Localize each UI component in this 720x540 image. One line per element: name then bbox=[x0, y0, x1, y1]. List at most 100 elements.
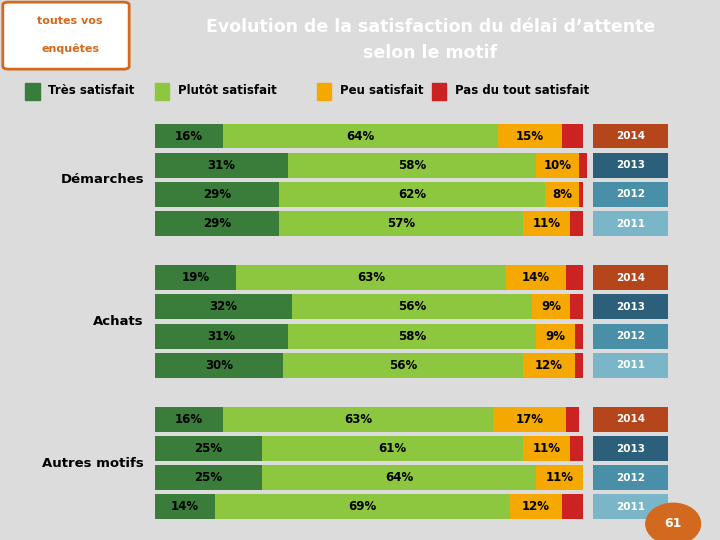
Text: Autres motifs: Autres motifs bbox=[42, 457, 144, 470]
Text: 2013: 2013 bbox=[616, 160, 645, 170]
Bar bbox=[287, 323, 536, 348]
Text: 2012: 2012 bbox=[616, 190, 645, 199]
Text: 56%: 56% bbox=[389, 359, 418, 372]
Bar bbox=[155, 153, 287, 178]
Bar bbox=[536, 465, 583, 490]
Text: 61: 61 bbox=[665, 517, 682, 530]
Text: toutes vos: toutes vos bbox=[37, 16, 103, 26]
Bar bbox=[536, 153, 579, 178]
Bar bbox=[155, 124, 223, 149]
Bar bbox=[532, 294, 570, 319]
Bar bbox=[279, 182, 544, 207]
Text: Pas du tout satisfait: Pas du tout satisfait bbox=[455, 84, 589, 97]
Text: 12%: 12% bbox=[535, 359, 563, 372]
Text: 69%: 69% bbox=[348, 501, 377, 514]
Text: 31%: 31% bbox=[207, 159, 235, 172]
Text: 58%: 58% bbox=[397, 159, 426, 172]
Bar bbox=[570, 211, 583, 236]
Bar bbox=[575, 323, 583, 348]
Text: 2013: 2013 bbox=[616, 302, 645, 312]
Bar bbox=[562, 124, 583, 149]
Text: 25%: 25% bbox=[194, 471, 222, 484]
Text: 11%: 11% bbox=[533, 442, 561, 455]
Bar bbox=[317, 83, 331, 100]
Bar bbox=[570, 294, 583, 319]
Bar bbox=[155, 294, 292, 319]
Text: 56%: 56% bbox=[397, 300, 426, 313]
Bar bbox=[510, 495, 562, 519]
Text: 64%: 64% bbox=[385, 471, 413, 484]
Text: Achats: Achats bbox=[94, 315, 144, 328]
Bar bbox=[155, 323, 287, 348]
Bar bbox=[498, 124, 562, 149]
Bar bbox=[223, 407, 493, 432]
Bar bbox=[155, 495, 215, 519]
Text: Evolution de la satisfaction du délai d’attente: Evolution de la satisfaction du délai d’… bbox=[206, 18, 654, 36]
Bar bbox=[593, 407, 668, 432]
Text: 19%: 19% bbox=[181, 271, 210, 284]
Bar bbox=[155, 436, 262, 461]
Bar bbox=[544, 182, 579, 207]
Text: 63%: 63% bbox=[344, 413, 372, 426]
Bar bbox=[593, 465, 668, 490]
Text: 2014: 2014 bbox=[616, 273, 645, 283]
Text: 32%: 32% bbox=[210, 300, 238, 313]
Bar bbox=[593, 495, 668, 519]
Text: 9%: 9% bbox=[541, 300, 561, 313]
Text: selon le motif: selon le motif bbox=[363, 44, 498, 63]
Bar bbox=[566, 407, 579, 432]
Text: 62%: 62% bbox=[397, 188, 426, 201]
Text: 2012: 2012 bbox=[616, 472, 645, 483]
Bar bbox=[593, 153, 668, 178]
Text: enquêtes: enquêtes bbox=[41, 43, 99, 53]
Text: Très satisfait: Très satisfait bbox=[48, 84, 135, 97]
Bar bbox=[593, 182, 668, 207]
Bar bbox=[566, 265, 583, 290]
Bar bbox=[223, 124, 498, 149]
Bar bbox=[523, 211, 570, 236]
Text: Plutôt satisfait: Plutôt satisfait bbox=[178, 84, 276, 97]
Bar bbox=[155, 353, 284, 377]
Bar bbox=[262, 436, 523, 461]
Text: 2013: 2013 bbox=[616, 443, 645, 454]
Bar bbox=[287, 153, 536, 178]
Bar bbox=[593, 294, 668, 319]
Bar bbox=[523, 353, 575, 377]
Bar bbox=[493, 407, 566, 432]
Bar bbox=[292, 294, 532, 319]
Bar bbox=[506, 265, 566, 290]
Text: 2011: 2011 bbox=[616, 360, 645, 370]
Text: 30%: 30% bbox=[205, 359, 233, 372]
Text: 63%: 63% bbox=[357, 271, 385, 284]
Bar bbox=[575, 353, 583, 377]
Text: 16%: 16% bbox=[175, 413, 203, 426]
Bar bbox=[536, 323, 575, 348]
Text: 16%: 16% bbox=[175, 130, 203, 143]
Bar bbox=[155, 465, 262, 490]
Bar bbox=[593, 265, 668, 290]
Text: 2014: 2014 bbox=[616, 131, 645, 141]
Bar bbox=[155, 83, 169, 100]
Text: Peu satisfait: Peu satisfait bbox=[340, 84, 423, 97]
Bar bbox=[570, 436, 583, 461]
Text: 57%: 57% bbox=[387, 217, 415, 230]
Text: 2012: 2012 bbox=[616, 331, 645, 341]
Bar bbox=[593, 323, 668, 348]
Text: 14%: 14% bbox=[171, 501, 199, 514]
Text: 58%: 58% bbox=[397, 329, 426, 342]
Bar bbox=[155, 265, 236, 290]
Text: 29%: 29% bbox=[203, 217, 231, 230]
Bar bbox=[579, 182, 583, 207]
Bar bbox=[262, 465, 536, 490]
Text: 11%: 11% bbox=[533, 217, 561, 230]
Bar bbox=[432, 83, 446, 100]
Text: 2011: 2011 bbox=[616, 502, 645, 512]
FancyBboxPatch shape bbox=[3, 2, 129, 69]
Bar bbox=[593, 124, 668, 149]
Text: 29%: 29% bbox=[203, 188, 231, 201]
Text: 61%: 61% bbox=[379, 442, 407, 455]
Text: 2014: 2014 bbox=[616, 414, 645, 424]
Bar bbox=[523, 436, 570, 461]
Text: 15%: 15% bbox=[516, 130, 544, 143]
Bar bbox=[279, 211, 523, 236]
